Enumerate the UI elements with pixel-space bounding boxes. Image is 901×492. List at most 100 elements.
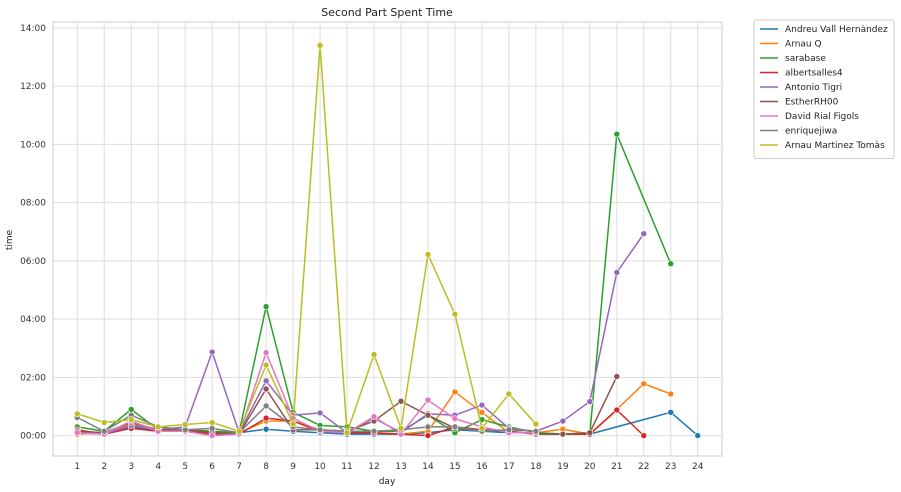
data-point bbox=[667, 260, 675, 268]
data-point bbox=[451, 423, 459, 431]
data-point bbox=[262, 425, 270, 433]
data-point bbox=[478, 409, 486, 416]
data-point bbox=[262, 377, 270, 385]
data-point bbox=[262, 414, 270, 422]
data-point bbox=[559, 430, 567, 438]
legend-label: Andreu Vall Hernàndez bbox=[785, 25, 888, 35]
x-tick-label: 21 bbox=[611, 462, 622, 472]
x-tick-label: 17 bbox=[503, 462, 514, 472]
x-axis-label: day bbox=[379, 477, 396, 487]
data-point bbox=[613, 373, 621, 380]
data-point bbox=[505, 390, 513, 398]
x-tick-label: 12 bbox=[368, 462, 379, 472]
data-point bbox=[451, 388, 459, 396]
y-tick-label: 04:00 bbox=[20, 315, 46, 325]
data-point bbox=[316, 426, 324, 434]
legend: Andreu Vall Hernàndez Arnau Q sarabase albe… bbox=[753, 19, 895, 159]
series-line bbox=[77, 351, 536, 437]
x-tick-label: 2 bbox=[101, 462, 107, 472]
data-point bbox=[73, 429, 81, 436]
data-point bbox=[640, 380, 648, 388]
y-tick-label: 10:00 bbox=[20, 140, 46, 150]
x-tick-label: 7 bbox=[236, 462, 242, 472]
y-tick-label: 14:00 bbox=[20, 24, 46, 34]
data-point bbox=[370, 351, 378, 358]
data-point bbox=[694, 432, 702, 439]
y-tick-label: 00:00 bbox=[20, 432, 46, 442]
x-tick-label: 13 bbox=[395, 462, 406, 472]
data-point bbox=[586, 429, 594, 436]
y-axis-label: time bbox=[5, 229, 15, 250]
x-tick-label: 10 bbox=[314, 462, 326, 472]
data-point bbox=[478, 425, 486, 432]
x-tick-label: 5 bbox=[182, 462, 188, 472]
x-tick-label: 8 bbox=[263, 462, 269, 472]
data-point bbox=[451, 310, 459, 318]
x-tick-label: 3 bbox=[128, 462, 134, 472]
data-point bbox=[208, 419, 216, 426]
x-tick-label: 22 bbox=[638, 462, 649, 472]
y-tick-label: 08:00 bbox=[20, 199, 46, 209]
x-tick-label: 4 bbox=[155, 462, 161, 472]
data-point bbox=[667, 390, 675, 398]
data-point bbox=[154, 423, 162, 431]
data-point bbox=[208, 348, 216, 356]
data-point bbox=[478, 401, 486, 409]
legend-label: albertsalles4 bbox=[785, 69, 843, 79]
data-point bbox=[262, 402, 270, 410]
data-point bbox=[613, 130, 621, 138]
y-tick-label: 02:00 bbox=[20, 373, 46, 383]
data-point bbox=[262, 349, 270, 356]
data-point bbox=[613, 406, 621, 414]
x-tick-label: 6 bbox=[209, 462, 215, 472]
data-point bbox=[316, 409, 324, 417]
x-tick-label: 16 bbox=[476, 462, 488, 472]
data-point bbox=[127, 406, 135, 413]
data-point bbox=[451, 415, 459, 423]
x-tick-label: 1 bbox=[74, 462, 80, 472]
data-point bbox=[181, 421, 189, 428]
data-point bbox=[289, 420, 297, 428]
data-point bbox=[613, 269, 621, 276]
plot-area bbox=[52, 21, 723, 457]
data-point bbox=[370, 413, 378, 420]
data-point bbox=[586, 398, 594, 405]
data-point bbox=[640, 432, 648, 439]
data-point bbox=[397, 397, 405, 405]
legend-frame bbox=[753, 19, 895, 159]
data-point bbox=[235, 427, 243, 435]
data-point bbox=[262, 385, 270, 393]
data-point bbox=[127, 416, 135, 423]
data-point bbox=[424, 423, 432, 431]
x-tick-label: 19 bbox=[557, 462, 569, 472]
data-point bbox=[262, 361, 270, 369]
data-point bbox=[208, 432, 216, 439]
x-tick-label: 9 bbox=[290, 462, 296, 472]
legend-label: Arnau Martinez Tomàs bbox=[785, 141, 885, 151]
data-point bbox=[343, 429, 351, 436]
data-point bbox=[424, 432, 432, 439]
data-point bbox=[505, 426, 513, 434]
chart-title: Second Part Spent Time bbox=[321, 6, 453, 19]
data-point bbox=[424, 411, 432, 419]
x-tick-label: 18 bbox=[530, 462, 542, 472]
x-tick-label: 15 bbox=[449, 462, 460, 472]
y-tick-label: 06:00 bbox=[20, 257, 46, 267]
series-group bbox=[73, 42, 540, 436]
data-point bbox=[532, 420, 540, 428]
legend-label: enriquejiwa bbox=[785, 127, 837, 137]
x-tick-label: 20 bbox=[584, 462, 596, 472]
data-point bbox=[667, 409, 675, 416]
data-point bbox=[316, 42, 324, 49]
x-tick-label: 23 bbox=[665, 462, 676, 472]
x-tick-label: 14 bbox=[422, 462, 434, 472]
data-point bbox=[559, 417, 567, 425]
legend-label: Antonio Tigri bbox=[785, 83, 842, 93]
data-point bbox=[640, 230, 648, 238]
legend-label: EstherRH00 bbox=[785, 98, 839, 108]
data-point bbox=[100, 419, 108, 426]
data-point bbox=[100, 427, 108, 435]
y-tick-label: 12:00 bbox=[20, 82, 46, 92]
x-tick-label: 11 bbox=[341, 462, 352, 472]
